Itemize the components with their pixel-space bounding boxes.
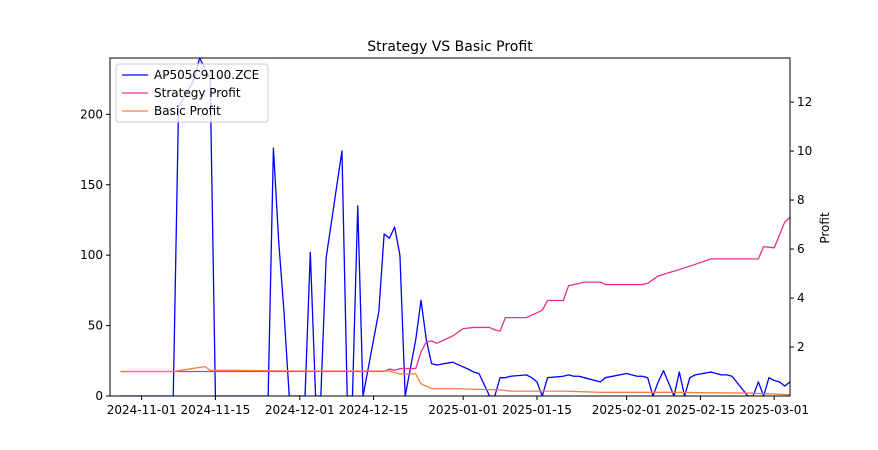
series-line-0 [120,58,790,396]
x-tick-label-1: 2024-11-15 [181,403,251,417]
right-axis-label: Profit [818,212,832,244]
legend-label-1: Strategy Profit [154,86,241,100]
legend-box [115,63,269,123]
series-line-1 [120,213,790,373]
x-tick-label-4: 2025-01-01 [428,403,498,417]
x-tick-label-7: 2025-02-15 [666,403,736,417]
y-right-tick-label-5: 12 [797,95,812,109]
x-tick-label-5: 2025-01-15 [502,403,572,417]
y-right-tick-label-0: 2 [797,340,805,354]
y-left-tick-label-3: 150 [80,178,103,192]
x-tick-label-2: 2024-12-01 [265,403,335,417]
x-tick-label-3: 2024-12-15 [339,403,409,417]
y-right-tick-label-4: 10 [797,144,812,158]
legend-label-2: Basic Profit [154,104,221,118]
y-right-tick-label-1: 4 [797,291,805,305]
x-tick-label-8: 2025-03-01 [739,403,809,417]
series-line-2 [120,365,790,396]
x-tick-label-0: 2024-11-01 [107,403,177,417]
chart-title: Strategy VS Basic Profit [367,39,533,55]
y-left-tick-label-4: 200 [80,107,103,121]
y-left-tick-label-0: 0 [95,389,103,403]
legend-label-0: AP505C9100.ZCE [154,68,259,82]
y-left-tick-label-1: 50 [88,319,103,333]
legend: AP505C9100.ZCE Strategy Profit Basic Profi… [115,63,269,123]
plot-frame [109,57,791,397]
axes: 2024-11-01 2024-11-15 2024-12-01 2024-12-15… [80,57,812,417]
plot-area [120,58,790,396]
y-left-tick-label-2: 100 [80,248,103,262]
y-right-tick-label-2: 6 [797,242,805,256]
x-tick-label-6: 2025-02-01 [592,403,662,417]
y-right-tick-label-3: 8 [797,193,805,207]
